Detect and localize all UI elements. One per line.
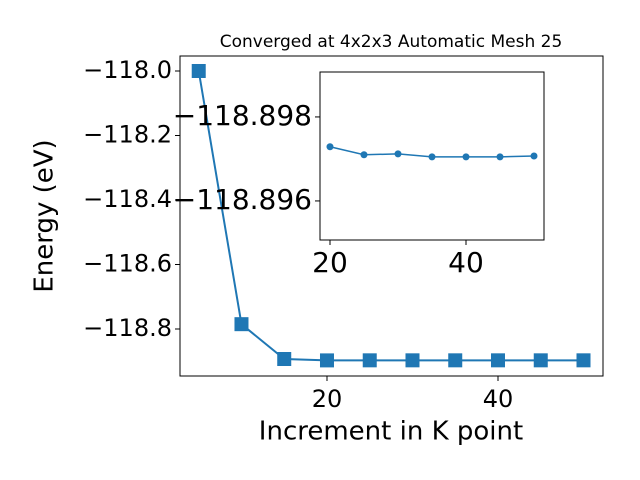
x-tick-label: 40 xyxy=(483,385,514,413)
y-tick-label: −118.8 xyxy=(83,314,172,342)
y-tick-label: −118.2 xyxy=(83,121,172,149)
data-point xyxy=(496,153,504,161)
data-point xyxy=(319,353,334,368)
y-tick-label: −118.4 xyxy=(83,185,172,213)
data-point xyxy=(448,353,463,368)
y-tick-label: −118.896 xyxy=(173,183,312,216)
data-point xyxy=(326,143,334,151)
data-point xyxy=(490,353,505,368)
data-point xyxy=(360,151,368,159)
data-point xyxy=(462,153,470,161)
y-tick-label: −118.898 xyxy=(173,99,312,132)
x-tick-label: 20 xyxy=(312,246,348,279)
x-tick-label: 20 xyxy=(312,385,343,413)
data-point xyxy=(234,317,249,332)
data-point xyxy=(530,152,538,160)
data-point xyxy=(362,353,377,368)
y-axis-label: Energy (eV) xyxy=(30,139,60,292)
x-axis-label: Increment in K point xyxy=(259,417,523,447)
x-tick-label: 40 xyxy=(448,246,484,279)
data-line xyxy=(197,70,584,362)
chart-title: Converged at 4x2x3 Automatic Mesh 25 xyxy=(220,32,563,52)
data-point xyxy=(428,153,436,161)
data-point xyxy=(277,352,292,367)
data-point xyxy=(191,63,206,78)
data-point xyxy=(533,353,548,368)
data-point xyxy=(576,353,591,368)
data-point xyxy=(405,353,420,368)
y-tick-label: −118.0 xyxy=(83,56,172,84)
y-tick-label: −118.6 xyxy=(83,250,172,278)
data-point xyxy=(394,150,402,158)
